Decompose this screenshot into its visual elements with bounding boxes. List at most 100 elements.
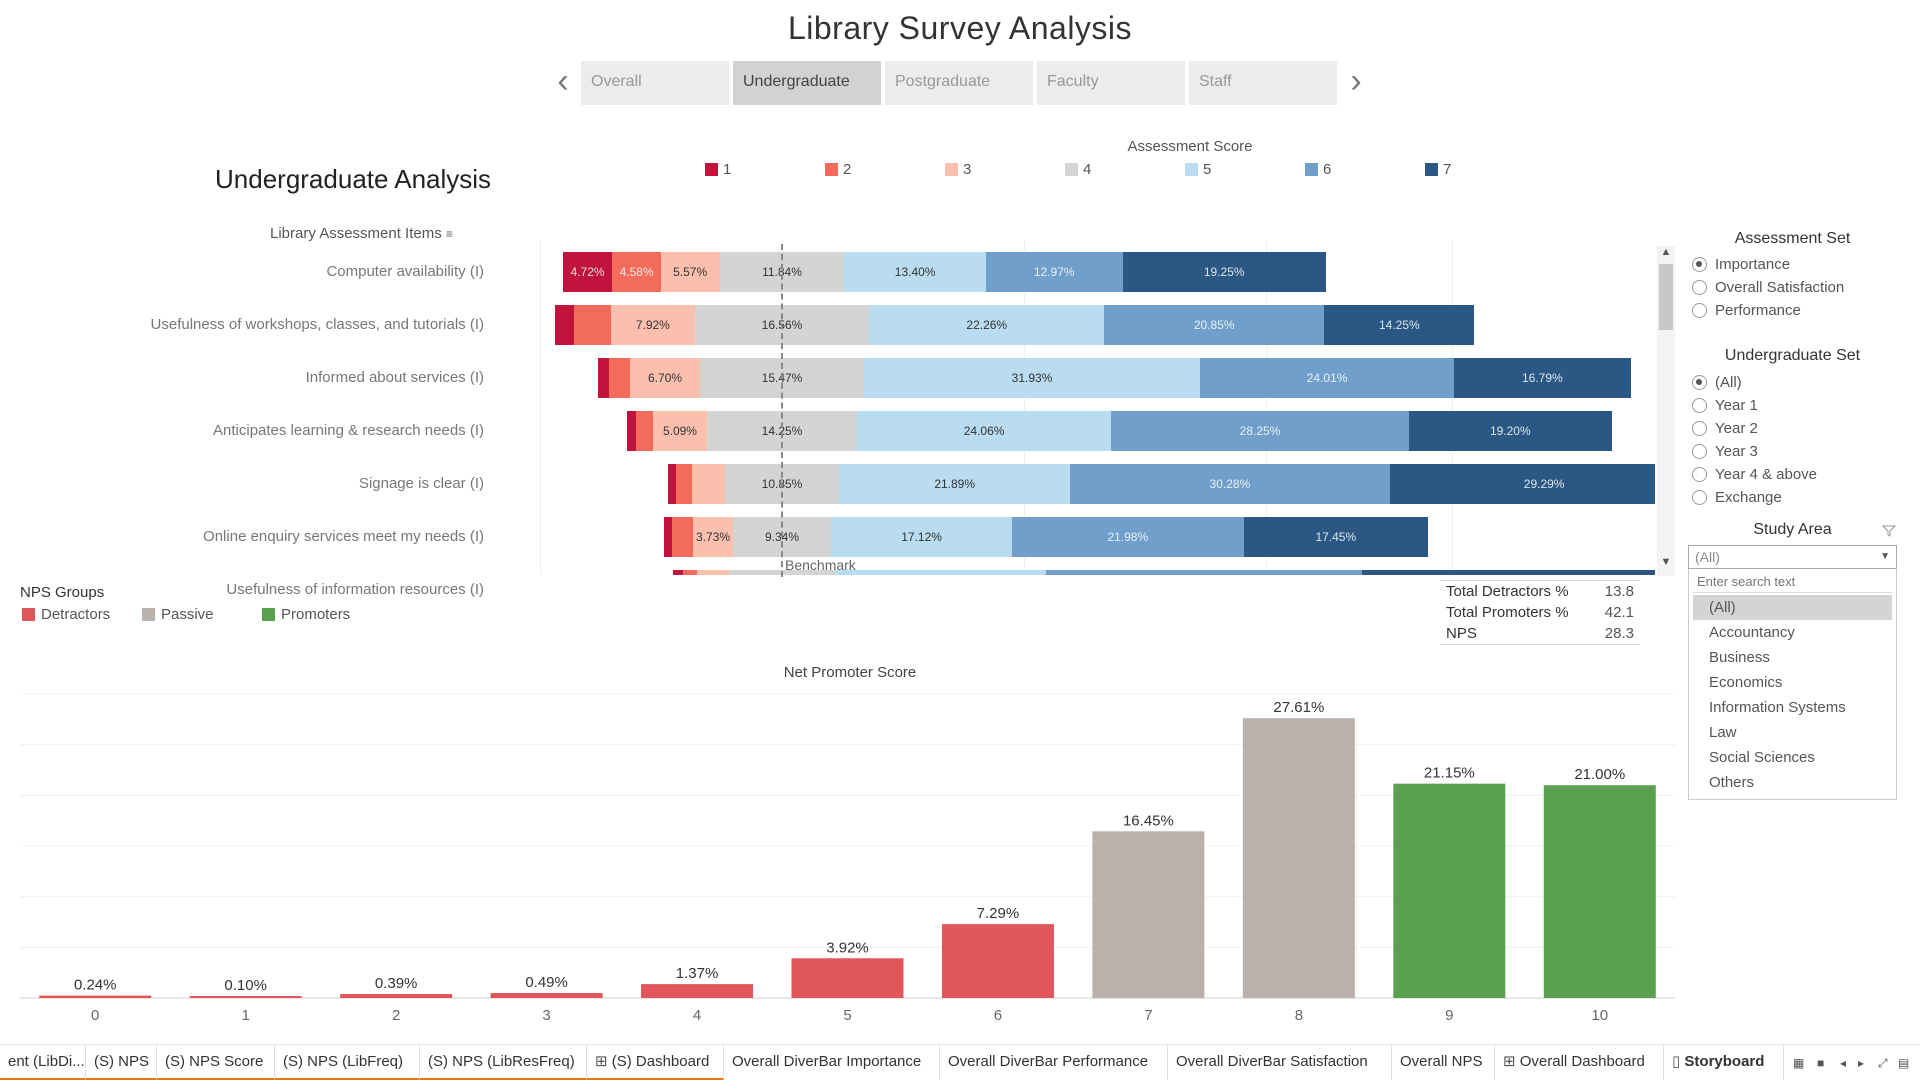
radio-option[interactable]: Year 3	[1692, 440, 1758, 463]
bar-segment-score-2[interactable]	[682, 570, 697, 575]
radio-button-icon[interactable]	[1692, 303, 1707, 318]
bar-segment-score-2[interactable]	[636, 411, 654, 451]
sheet-tab[interactable]: ▯ Storyboard	[1664, 1045, 1784, 1080]
score-legend-item[interactable]: 4	[1065, 161, 1091, 178]
sheet-tab[interactable]: Overall DiverBar Importance	[724, 1045, 940, 1080]
bar-segment-score-3[interactable]: 3.73%	[693, 517, 733, 557]
bar-segment-score-6[interactable]: 28.25%	[1111, 411, 1410, 451]
grid-view-icon[interactable]: ▦	[1793, 1056, 1805, 1070]
study-area-option[interactable]: Economics	[1709, 674, 1783, 691]
radio-button-icon[interactable]	[1692, 467, 1707, 482]
radio-option[interactable]: Year 1	[1692, 394, 1758, 417]
study-area-option[interactable]: Accountancy	[1709, 624, 1795, 641]
bar-segment-score-7[interactable]: 19.20%	[1409, 411, 1612, 451]
bar-segment-score-3[interactable]: 6.70%	[629, 358, 701, 398]
study-area-option[interactable]: Others	[1709, 774, 1755, 791]
sheet-tab[interactable]: Overall DiverBar Satisfaction	[1168, 1045, 1392, 1080]
bar-segment-score-1[interactable]: 4.72%	[562, 252, 613, 292]
bar-segment-score-6[interactable]: 21.98%	[1011, 517, 1244, 557]
scroll-thumb[interactable]	[1659, 264, 1673, 330]
radio-button-icon[interactable]	[1692, 444, 1707, 459]
sort-icon[interactable]: ≡	[445, 227, 453, 241]
bar-segment-score-3[interactable]	[696, 570, 730, 575]
bar-segment-score-3[interactable]	[692, 464, 725, 504]
bar-segment-score-5[interactable]: 17.12%	[831, 517, 1012, 557]
nps-legend-item[interactable]: Passive	[142, 606, 214, 623]
bar-segment-score-2[interactable]	[672, 517, 694, 557]
radio-button-icon[interactable]	[1692, 257, 1707, 272]
nps-bar[interactable]	[1543, 785, 1656, 998]
sheet-tab[interactable]: (S) NPS (LibFreq)	[275, 1045, 420, 1080]
bar-segment-score-3[interactable]: 5.09%	[653, 411, 707, 451]
score-legend-item[interactable]: 3	[945, 161, 971, 178]
nps-bar[interactable]	[941, 924, 1054, 998]
bar-segment-score-2[interactable]	[676, 464, 693, 504]
bar-segment-score-5[interactable]	[834, 570, 1046, 575]
story-tab-undergraduate[interactable]: Undergraduate	[733, 61, 881, 105]
chevron-down-icon[interactable]: ▼	[1880, 551, 1890, 562]
study-area-option[interactable]: Information Systems	[1709, 699, 1846, 716]
bar-segment-score-6[interactable]: 12.97%	[985, 252, 1123, 292]
sheet-tab[interactable]: ⊞ (S) Dashboard	[587, 1045, 724, 1080]
sheet-tab[interactable]: ⊞ Overall Dashboard	[1495, 1045, 1664, 1080]
bar-segment-score-6[interactable]: 30.28%	[1070, 464, 1390, 504]
radio-option[interactable]: Year 2	[1692, 417, 1758, 440]
study-area-search-input[interactable]	[1693, 571, 1892, 593]
radio-button-icon[interactable]	[1692, 421, 1707, 436]
radio-option[interactable]: (All)	[1692, 371, 1742, 394]
nps-bar[interactable]	[39, 995, 152, 998]
nps-bar[interactable]	[340, 994, 453, 998]
radio-option[interactable]: Exchange	[1692, 486, 1782, 509]
filter-icon[interactable]	[1882, 525, 1896, 537]
radio-option[interactable]: Overall Satisfaction	[1692, 276, 1844, 299]
bar-segment-score-5[interactable]: 13.40%	[844, 252, 986, 292]
bar-segment-score-1[interactable]	[663, 517, 673, 557]
nps-legend-item[interactable]: Detractors	[22, 606, 110, 623]
bar-segment-score-6[interactable]	[1045, 570, 1363, 575]
story-tab-postgraduate[interactable]: Postgraduate	[885, 61, 1033, 105]
bar-segment-score-1[interactable]	[598, 358, 609, 398]
bar-segment-score-7[interactable]: 17.45%	[1243, 517, 1428, 557]
study-area-option[interactable]: Law	[1709, 724, 1737, 741]
bar-segment-score-1[interactable]	[626, 411, 637, 451]
nps-bar[interactable]	[189, 996, 302, 998]
bar-segment-score-5[interactable]: 22.26%	[869, 305, 1105, 345]
items-column-header[interactable]: Library Assessment Items ≡	[270, 225, 453, 242]
nps-bar[interactable]	[1092, 831, 1205, 998]
sheet-tab[interactable]: (S) NPS	[86, 1045, 157, 1080]
radio-button-icon[interactable]	[1692, 398, 1707, 413]
bar-segment-score-7[interactable]	[1362, 570, 1655, 575]
bar-segment-score-5[interactable]: 31.93%	[863, 358, 1201, 398]
present-icon[interactable]: ▤	[1898, 1056, 1910, 1070]
next-sheet-icon[interactable]: ▸	[1858, 1056, 1865, 1070]
study-area-option[interactable]: Social Sciences	[1709, 749, 1815, 766]
bar-segment-score-2[interactable]	[608, 358, 630, 398]
nps-bar[interactable]	[490, 993, 603, 998]
sheet-tab[interactable]: ent (LibDi...	[0, 1045, 86, 1080]
nps-bar[interactable]	[791, 958, 904, 998]
bar-segment-score-2[interactable]	[574, 305, 612, 345]
scroll-up-icon[interactable]: ▲	[1660, 246, 1672, 258]
bar-segment-score-7[interactable]: 29.29%	[1389, 464, 1655, 504]
sheet-tab[interactable]: (S) NPS Score	[157, 1045, 275, 1080]
story-next-arrow-icon[interactable]: ›	[1350, 62, 1362, 100]
bar-segment-score-3[interactable]: 5.57%	[660, 252, 720, 292]
score-legend-item[interactable]: 1	[705, 161, 731, 178]
nps-legend-item[interactable]: Promoters	[262, 606, 350, 623]
scroll-down-icon[interactable]: ▼	[1660, 556, 1672, 568]
radio-button-icon[interactable]	[1692, 280, 1707, 295]
bar-segment-score-6[interactable]: 24.01%	[1200, 358, 1454, 398]
bar-segment-score-1[interactable]	[555, 305, 575, 345]
bar-segment-score-1[interactable]	[667, 464, 677, 504]
sheet-tab[interactable]: Overall DiverBar Performance	[940, 1045, 1168, 1080]
bar-segment-score-6[interactable]: 20.85%	[1104, 305, 1325, 345]
prev-sheet-icon[interactable]: ◂	[1840, 1056, 1847, 1070]
bar-segment-score-5[interactable]: 24.06%	[857, 411, 1111, 451]
filmstrip-icon[interactable]: ■	[1817, 1056, 1825, 1070]
sheet-tab[interactable]: Overall NPS	[1392, 1045, 1495, 1080]
bar-segment-score-7[interactable]: 16.79%	[1453, 358, 1631, 398]
nps-bar[interactable]	[1393, 783, 1506, 998]
nps-bar[interactable]	[641, 984, 754, 998]
bar-segment-score-7[interactable]: 19.25%	[1122, 252, 1326, 292]
sheet-tab[interactable]: (S) NPS (LibResFreq)	[420, 1045, 587, 1080]
